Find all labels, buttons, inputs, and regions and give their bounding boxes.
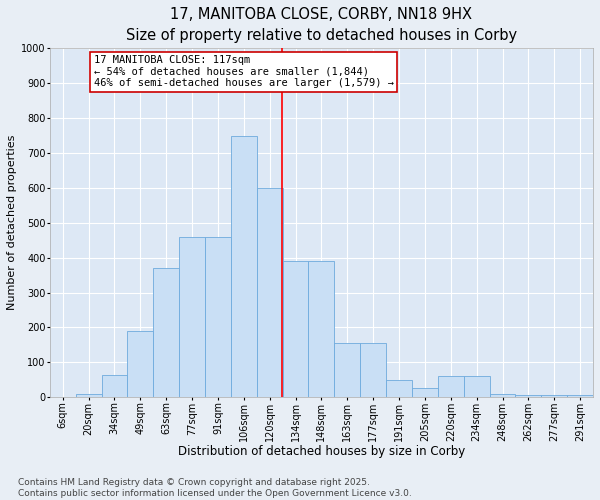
Bar (334, 343, 360, 397)
Bar (205, 236, 231, 397)
Bar (464, 376, 490, 397)
Bar (231, 136, 257, 397)
Bar (76, 394, 101, 397)
Bar (308, 261, 334, 397)
Text: Contains HM Land Registry data © Crown copyright and database right 2025.
Contai: Contains HM Land Registry data © Crown c… (18, 478, 412, 498)
Bar (257, 188, 283, 397)
Bar (515, 396, 541, 397)
Bar (386, 380, 412, 397)
Title: 17, MANITOBA CLOSE, CORBY, NN18 9HX
Size of property relative to detached houses: 17, MANITOBA CLOSE, CORBY, NN18 9HX Size… (126, 7, 517, 43)
Bar (567, 396, 593, 397)
Bar (360, 343, 386, 397)
Y-axis label: Number of detached properties: Number of detached properties (7, 135, 17, 310)
Bar (153, 268, 179, 397)
X-axis label: Distribution of detached houses by size in Corby: Distribution of detached houses by size … (178, 445, 465, 458)
Text: 17 MANITOBA CLOSE: 117sqm
← 54% of detached houses are smaller (1,844)
46% of se: 17 MANITOBA CLOSE: 117sqm ← 54% of detac… (94, 56, 394, 88)
Bar (179, 236, 205, 397)
Bar (438, 376, 464, 397)
Bar (541, 396, 567, 397)
Bar (490, 394, 515, 397)
Bar (412, 388, 438, 397)
Bar (127, 331, 153, 397)
Bar (283, 261, 308, 397)
Bar (101, 374, 127, 397)
